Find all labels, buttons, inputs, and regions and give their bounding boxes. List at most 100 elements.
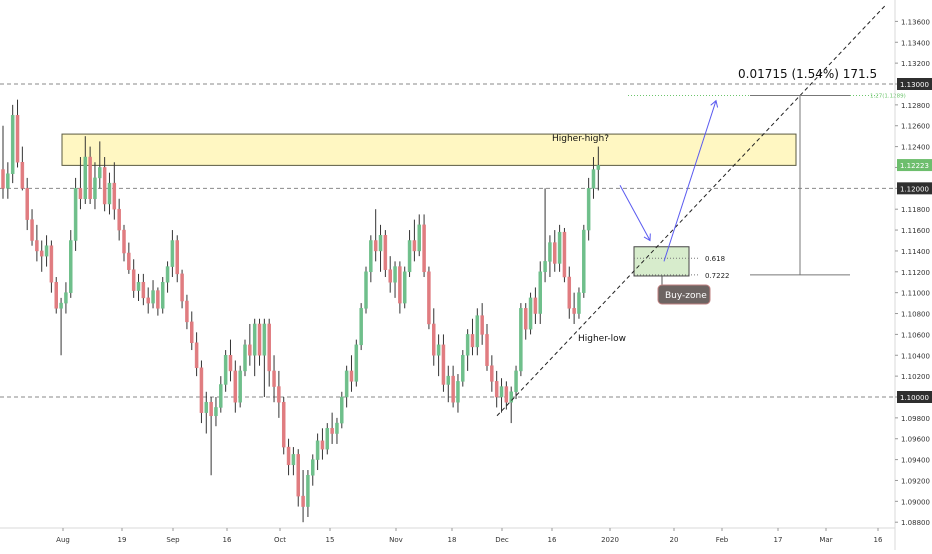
y-tick-label: 1.09800 — [901, 415, 930, 423]
candle-body — [199, 367, 204, 413]
candle-body — [557, 231, 562, 264]
candle-body — [354, 344, 359, 382]
candle-body — [311, 459, 315, 476]
price-level-badge — [897, 182, 932, 195]
y-tick-label: 1.09400 — [901, 457, 930, 465]
candle-body — [548, 242, 552, 262]
y-tick-label: 1.11200 — [901, 269, 930, 277]
y-tick-label: 1.11600 — [901, 227, 930, 235]
candle-body — [88, 156, 92, 200]
candle-body — [591, 169, 596, 189]
candle-body — [373, 240, 378, 252]
y-tick-label: 1.10400 — [901, 352, 930, 360]
x-tick-label: 16 — [223, 536, 232, 544]
candle-body — [393, 266, 397, 283]
buy-zone-callout — [657, 284, 711, 305]
fib-level-label: 0.7222 — [705, 272, 730, 280]
candle-body — [204, 401, 209, 413]
candle-body — [214, 407, 218, 417]
candle-body — [543, 261, 547, 273]
candle-body — [577, 292, 581, 314]
drawings-layer: 0.618 0.7222 1.27(1.1289) 0.01715 (1.54%) 1… — [496, 5, 906, 417]
y-tick-label: 1.12800 — [901, 102, 930, 110]
candle-body — [509, 391, 513, 403]
support-trendline — [496, 5, 886, 417]
candle-body — [582, 229, 586, 293]
x-tick-label: 16 — [548, 536, 557, 544]
candle-body — [562, 231, 567, 278]
candle-body — [441, 344, 446, 385]
target-level-label: 1.27(1.1289) — [870, 93, 906, 99]
y-tick-label: 1.10600 — [901, 331, 930, 339]
candle-body — [35, 240, 39, 252]
levels-layer — [0, 83, 895, 398]
candle-body — [470, 334, 475, 348]
candle-body — [402, 271, 407, 304]
candle-body — [243, 344, 247, 372]
resistance-zone — [61, 133, 797, 166]
candle-body — [330, 428, 334, 434]
candle-body — [572, 308, 576, 314]
x-tick-label: 19 — [118, 536, 127, 544]
candle-body — [456, 381, 460, 403]
candle-body — [422, 224, 426, 273]
candle-body — [49, 245, 54, 283]
x-tick-label: Aug — [56, 536, 70, 544]
x-tick-label: Mar — [819, 536, 832, 544]
candle-body — [185, 300, 189, 323]
candle-body — [267, 323, 271, 372]
candle-body — [281, 401, 286, 448]
candle-body — [102, 167, 107, 205]
candle-body — [10, 115, 15, 174]
arrowhead-down-icon — [643, 233, 651, 242]
candle-body — [277, 386, 281, 403]
candle-body — [364, 271, 368, 309]
candle-body — [553, 242, 557, 264]
y-tick-label: 1.12600 — [901, 123, 930, 131]
candle-body — [175, 240, 179, 275]
candle-body — [417, 224, 421, 252]
candle-body — [25, 188, 29, 220]
candle-body — [64, 292, 68, 304]
x-tick-label: 2020 — [601, 536, 619, 544]
candle-body — [209, 401, 213, 417]
candle-body — [504, 386, 509, 403]
candle-body — [20, 162, 25, 189]
price-level-badge-label: 1.12000 — [900, 185, 929, 193]
current-price-badge-label: 1.12223 — [900, 162, 929, 170]
candle-body — [325, 428, 330, 450]
zones-layer — [61, 133, 797, 277]
candle-body — [78, 188, 83, 200]
buy-zone-box — [633, 246, 690, 277]
candle-body — [170, 240, 175, 267]
candle-body — [180, 273, 184, 302]
x-tick-label: 15 — [326, 536, 335, 544]
candle-body — [156, 290, 160, 309]
candle-body — [499, 386, 504, 398]
candle-body — [369, 240, 373, 273]
price-level-badge-label: 1.10000 — [900, 394, 929, 402]
y-tick-label: 1.09200 — [901, 477, 930, 485]
candle-body — [233, 370, 238, 403]
candle-body — [194, 342, 199, 369]
candle-body — [112, 182, 117, 210]
candle-body — [93, 177, 97, 200]
candle-body — [335, 422, 339, 434]
x-tick-label: Nov — [389, 536, 403, 544]
candle-body — [219, 384, 223, 408]
candle-body — [383, 235, 388, 270]
y-tick-label: 1.12400 — [901, 144, 930, 152]
price-level-badge-label: 1.13000 — [900, 81, 929, 89]
candle-body — [1, 169, 5, 189]
candle-body — [475, 315, 480, 348]
candle-body — [567, 276, 572, 309]
candle-body — [528, 297, 533, 330]
arrowhead-up-icon — [710, 99, 719, 108]
candle-body — [286, 446, 291, 466]
measure-label: 0.01715 (1.54%) 171.5 — [738, 67, 877, 81]
candle-body — [519, 308, 523, 372]
current-price-badge — [897, 159, 932, 172]
y-tick-label: 1.11000 — [901, 290, 930, 298]
